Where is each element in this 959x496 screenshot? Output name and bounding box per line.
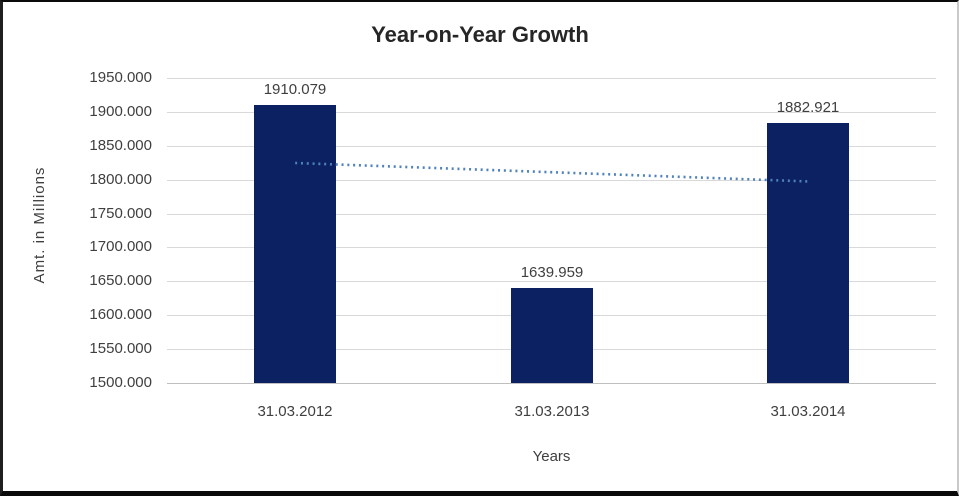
bar bbox=[511, 288, 593, 383]
x-axis-title: Years bbox=[532, 448, 571, 465]
gridline bbox=[167, 247, 936, 248]
y-tick-label: 1850.000 bbox=[89, 137, 152, 154]
gridline bbox=[167, 146, 936, 147]
data-label: 1910.079 bbox=[263, 81, 327, 98]
gridline bbox=[167, 281, 936, 282]
gridline bbox=[167, 78, 936, 79]
x-axis-line bbox=[167, 383, 936, 384]
y-tick-label: 1600.000 bbox=[89, 306, 152, 323]
y-tick-label: 1750.000 bbox=[89, 205, 152, 222]
y-tick-label: 1700.000 bbox=[89, 238, 152, 255]
data-label: 1639.959 bbox=[520, 264, 584, 281]
bar bbox=[254, 105, 336, 383]
x-tick-label: 31.03.2012 bbox=[257, 403, 333, 420]
x-tick-label: 31.03.2014 bbox=[770, 403, 846, 420]
y-tick-label: 1500.000 bbox=[89, 374, 152, 391]
y-tick-label: 1950.000 bbox=[89, 69, 152, 86]
y-tick-label: 1550.000 bbox=[89, 340, 152, 357]
chart-title: Year-on-Year Growth bbox=[371, 22, 589, 47]
gridline bbox=[167, 112, 936, 113]
data-label: 1882.921 bbox=[776, 99, 840, 116]
bar bbox=[767, 123, 849, 383]
y-tick-label: 1800.000 bbox=[89, 171, 152, 188]
y-tick-label: 1650.000 bbox=[89, 272, 152, 289]
y-tick-label: 1900.000 bbox=[89, 103, 152, 120]
x-tick-label: 31.03.2013 bbox=[514, 403, 590, 420]
gridline bbox=[167, 214, 936, 215]
